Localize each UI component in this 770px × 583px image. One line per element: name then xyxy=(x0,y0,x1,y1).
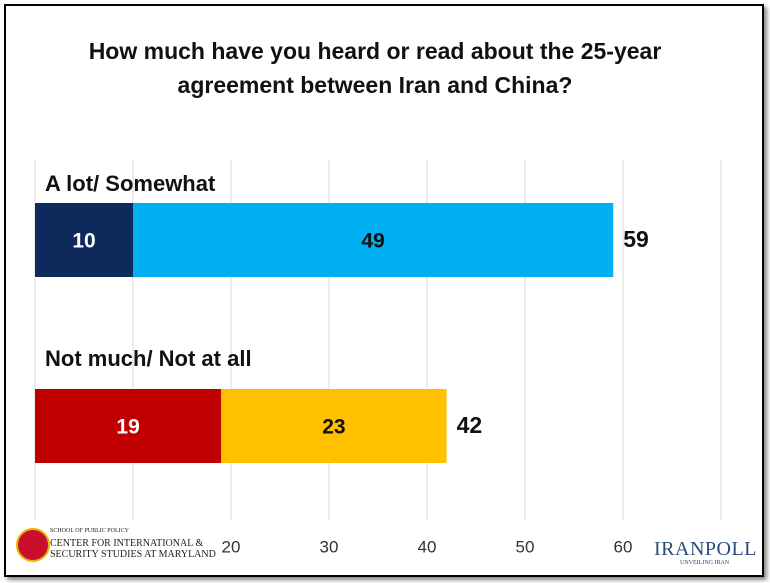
bar-segment xyxy=(35,203,133,277)
chart-title: How much have you heard or read about th… xyxy=(88,38,662,98)
x-tick-label: 20 xyxy=(222,537,241,556)
logo-line: CENTER FOR INTERNATIONAL & xyxy=(50,538,204,549)
x-tick-label: 60 xyxy=(614,537,633,556)
bar-segment xyxy=(221,389,447,463)
frame xyxy=(4,4,764,577)
bar-segment xyxy=(133,203,614,277)
segment-label: 10 xyxy=(72,230,95,253)
segment-label: 19 xyxy=(116,416,139,439)
segment-label: 23 xyxy=(322,416,345,439)
segment-label: 49 xyxy=(361,230,384,253)
bar-segment xyxy=(35,389,222,463)
logo-line: SECURITY STUDIES AT MARYLAND xyxy=(50,549,216,560)
logo-line: SCHOOL OF PUBLIC POLICY xyxy=(50,528,129,534)
logo-line: UNVEILING IRAN xyxy=(680,560,730,566)
total-label: 42 xyxy=(457,412,483,438)
x-tick-label: 30 xyxy=(320,537,339,556)
total-label: 59 xyxy=(623,226,649,252)
logo-line: IRANPOLL xyxy=(654,538,757,561)
category-label: A lot/ Somewhat xyxy=(45,171,216,196)
seal xyxy=(16,528,50,562)
x-tick-label: 40 xyxy=(418,537,437,556)
category-label: Not much/ Not at all xyxy=(45,346,252,371)
x-tick-label: 50 xyxy=(516,537,535,556)
